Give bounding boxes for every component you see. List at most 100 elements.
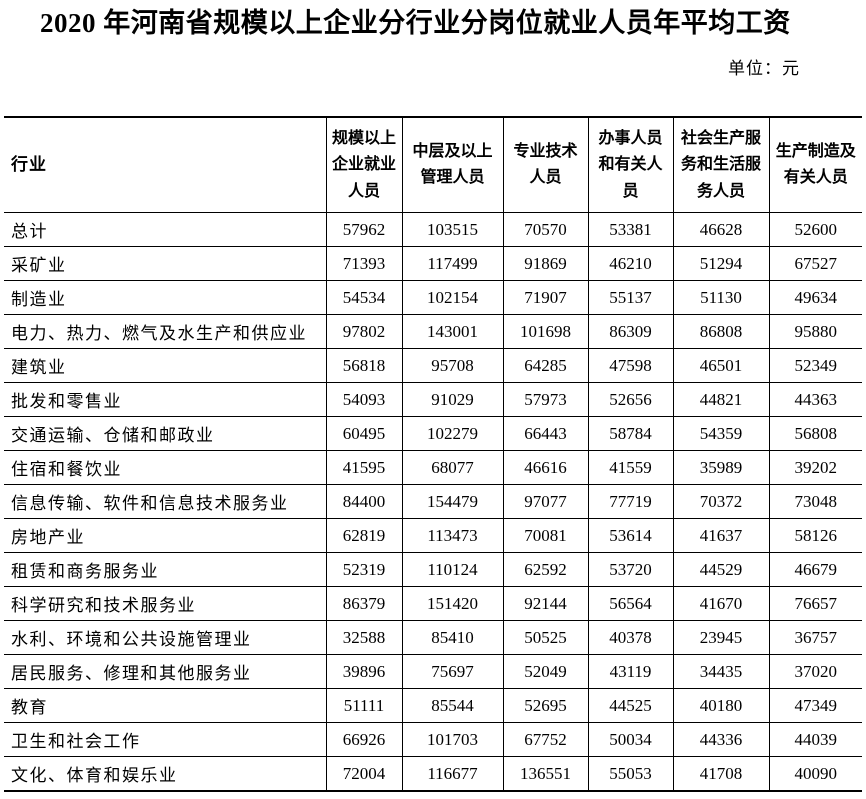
value-cell: 44363 (768, 382, 862, 418)
table-row: 信息传输、软件和信息技术服务业 84400 154479 97077 77719 7037… (4, 484, 862, 520)
value-cell: 52349 (768, 348, 862, 384)
industry-cell: 教育 (4, 688, 326, 724)
value-cell: 110124 (401, 552, 503, 588)
value-cell: 66926 (325, 722, 402, 758)
table-row: 卫生和社会工作 66926 101703 67752 50034 44336 44039 (4, 722, 862, 758)
value-cell: 23945 (672, 620, 769, 656)
value-cell: 46501 (672, 348, 769, 384)
value-cell: 70372 (672, 484, 769, 520)
column-header-management: 中层及以上 管理人员 (401, 117, 503, 214)
value-cell: 86379 (325, 586, 402, 622)
value-cell: 91869 (502, 246, 588, 282)
value-cell: 66443 (502, 416, 588, 452)
value-cell: 46679 (768, 552, 862, 588)
value-cell: 36757 (768, 620, 862, 656)
value-cell: 40378 (587, 620, 673, 656)
value-cell: 71393 (325, 246, 402, 282)
value-cell: 86808 (672, 314, 769, 350)
value-cell: 56808 (768, 416, 862, 452)
value-cell: 54093 (325, 382, 402, 418)
value-cell: 97077 (502, 484, 588, 520)
value-cell: 44529 (672, 552, 769, 588)
value-cell: 39896 (325, 654, 402, 690)
value-cell: 67527 (768, 246, 862, 282)
value-cell: 50525 (502, 620, 588, 656)
table-row: 文化、体育和娱乐业 72004 116677 136551 55053 41708 4009… (4, 756, 862, 792)
industry-cell: 住宿和餐饮业 (4, 450, 326, 486)
value-cell: 86309 (587, 314, 673, 350)
value-cell: 72004 (325, 756, 402, 792)
value-cell: 58784 (587, 416, 673, 452)
value-cell: 57962 (325, 212, 402, 248)
table-row: 电力、热力、燃气及水生产和供应业 97802 143001 101698 86309 86… (4, 314, 862, 350)
value-cell: 71907 (502, 280, 588, 316)
industry-cell: 交通运输、仓储和邮政业 (4, 416, 326, 452)
industry-cell: 制造业 (4, 280, 326, 316)
unit-label: 单位：元 (728, 59, 800, 79)
value-cell: 46210 (587, 246, 673, 282)
industry-cell: 批发和零售业 (4, 382, 326, 418)
value-cell: 51294 (672, 246, 769, 282)
value-cell: 53381 (587, 212, 673, 248)
value-cell: 76657 (768, 586, 862, 622)
value-cell: 55053 (587, 756, 673, 792)
value-cell: 101703 (401, 722, 503, 758)
value-cell: 60495 (325, 416, 402, 452)
value-cell: 116677 (401, 756, 503, 792)
value-cell: 50034 (587, 722, 673, 758)
table-row: 房地产业 62819 113473 70081 53614 41637 58126 (4, 518, 862, 554)
table-row: 科学研究和技术服务业 86379 151420 92144 56564 41670 7665… (4, 586, 862, 622)
value-cell: 73048 (768, 484, 862, 520)
value-cell: 62592 (502, 552, 588, 588)
value-cell: 84400 (325, 484, 402, 520)
table-row: 建筑业 56818 95708 64285 47598 46501 52349 (4, 348, 862, 384)
value-cell: 53720 (587, 552, 673, 588)
value-cell: 46628 (672, 212, 769, 248)
value-cell: 52319 (325, 552, 402, 588)
value-cell: 52600 (768, 212, 862, 248)
value-cell: 70081 (502, 518, 588, 554)
table-row: 批发和零售业 54093 91029 57973 52656 44821 44363 (4, 382, 862, 418)
column-header-all-employees: 规模以上 企业就业 人员 (325, 117, 402, 214)
table-row: 租赁和商务服务业 52319 110124 62592 53720 44529 46679 (4, 552, 862, 588)
industry-cell: 电力、热力、燃气及水生产和供应业 (4, 314, 326, 350)
value-cell: 64285 (502, 348, 588, 384)
value-cell: 154479 (401, 484, 503, 520)
column-header-technical: 专业技术 人员 (502, 117, 588, 214)
value-cell: 52656 (587, 382, 673, 418)
industry-cell: 科学研究和技术服务业 (4, 586, 326, 622)
value-cell: 85544 (401, 688, 503, 724)
industry-cell: 建筑业 (4, 348, 326, 384)
table-row: 居民服务、修理和其他服务业 39896 75697 52049 43119 34435 37… (4, 654, 862, 690)
value-cell: 44821 (672, 382, 769, 418)
value-cell: 56564 (587, 586, 673, 622)
value-cell: 39202 (768, 450, 862, 486)
value-cell: 75697 (401, 654, 503, 690)
value-cell: 43119 (587, 654, 673, 690)
value-cell: 117499 (401, 246, 503, 282)
value-cell: 143001 (401, 314, 503, 350)
value-cell: 53614 (587, 518, 673, 554)
value-cell: 52049 (502, 654, 588, 690)
value-cell: 40090 (768, 756, 862, 792)
value-cell: 41595 (325, 450, 402, 486)
column-header-clerical: 办事人员 和有关人 员 (587, 117, 673, 214)
value-cell: 85410 (401, 620, 503, 656)
table-body: 总计 57962 103515 70570 53381 46628 52600 采矿业 7139… (4, 212, 862, 792)
value-cell: 41559 (587, 450, 673, 486)
value-cell: 68077 (401, 450, 503, 486)
table-header-row: 行业 规模以上 企业就业 人员 中层及以上 管理人员 专业技术 人员 办事人员 … (4, 117, 862, 214)
industry-cell: 总计 (4, 212, 326, 248)
table-row: 总计 57962 103515 70570 53381 46628 52600 (4, 212, 862, 248)
table-row: 水利、环境和公共设施管理业 32588 85410 50525 40378 23945 36… (4, 620, 862, 656)
value-cell: 136551 (502, 756, 588, 792)
value-cell: 34435 (672, 654, 769, 690)
value-cell: 77719 (587, 484, 673, 520)
value-cell: 47349 (768, 688, 862, 724)
value-cell: 95880 (768, 314, 862, 350)
table-row: 交通运输、仓储和邮政业 60495 102279 66443 58784 54359 568… (4, 416, 862, 452)
value-cell: 46616 (502, 450, 588, 486)
table-header: 行业 规模以上 企业就业 人员 中层及以上 管理人员 专业技术 人员 办事人员 … (4, 117, 862, 214)
column-header-industry: 行业 (4, 117, 326, 214)
